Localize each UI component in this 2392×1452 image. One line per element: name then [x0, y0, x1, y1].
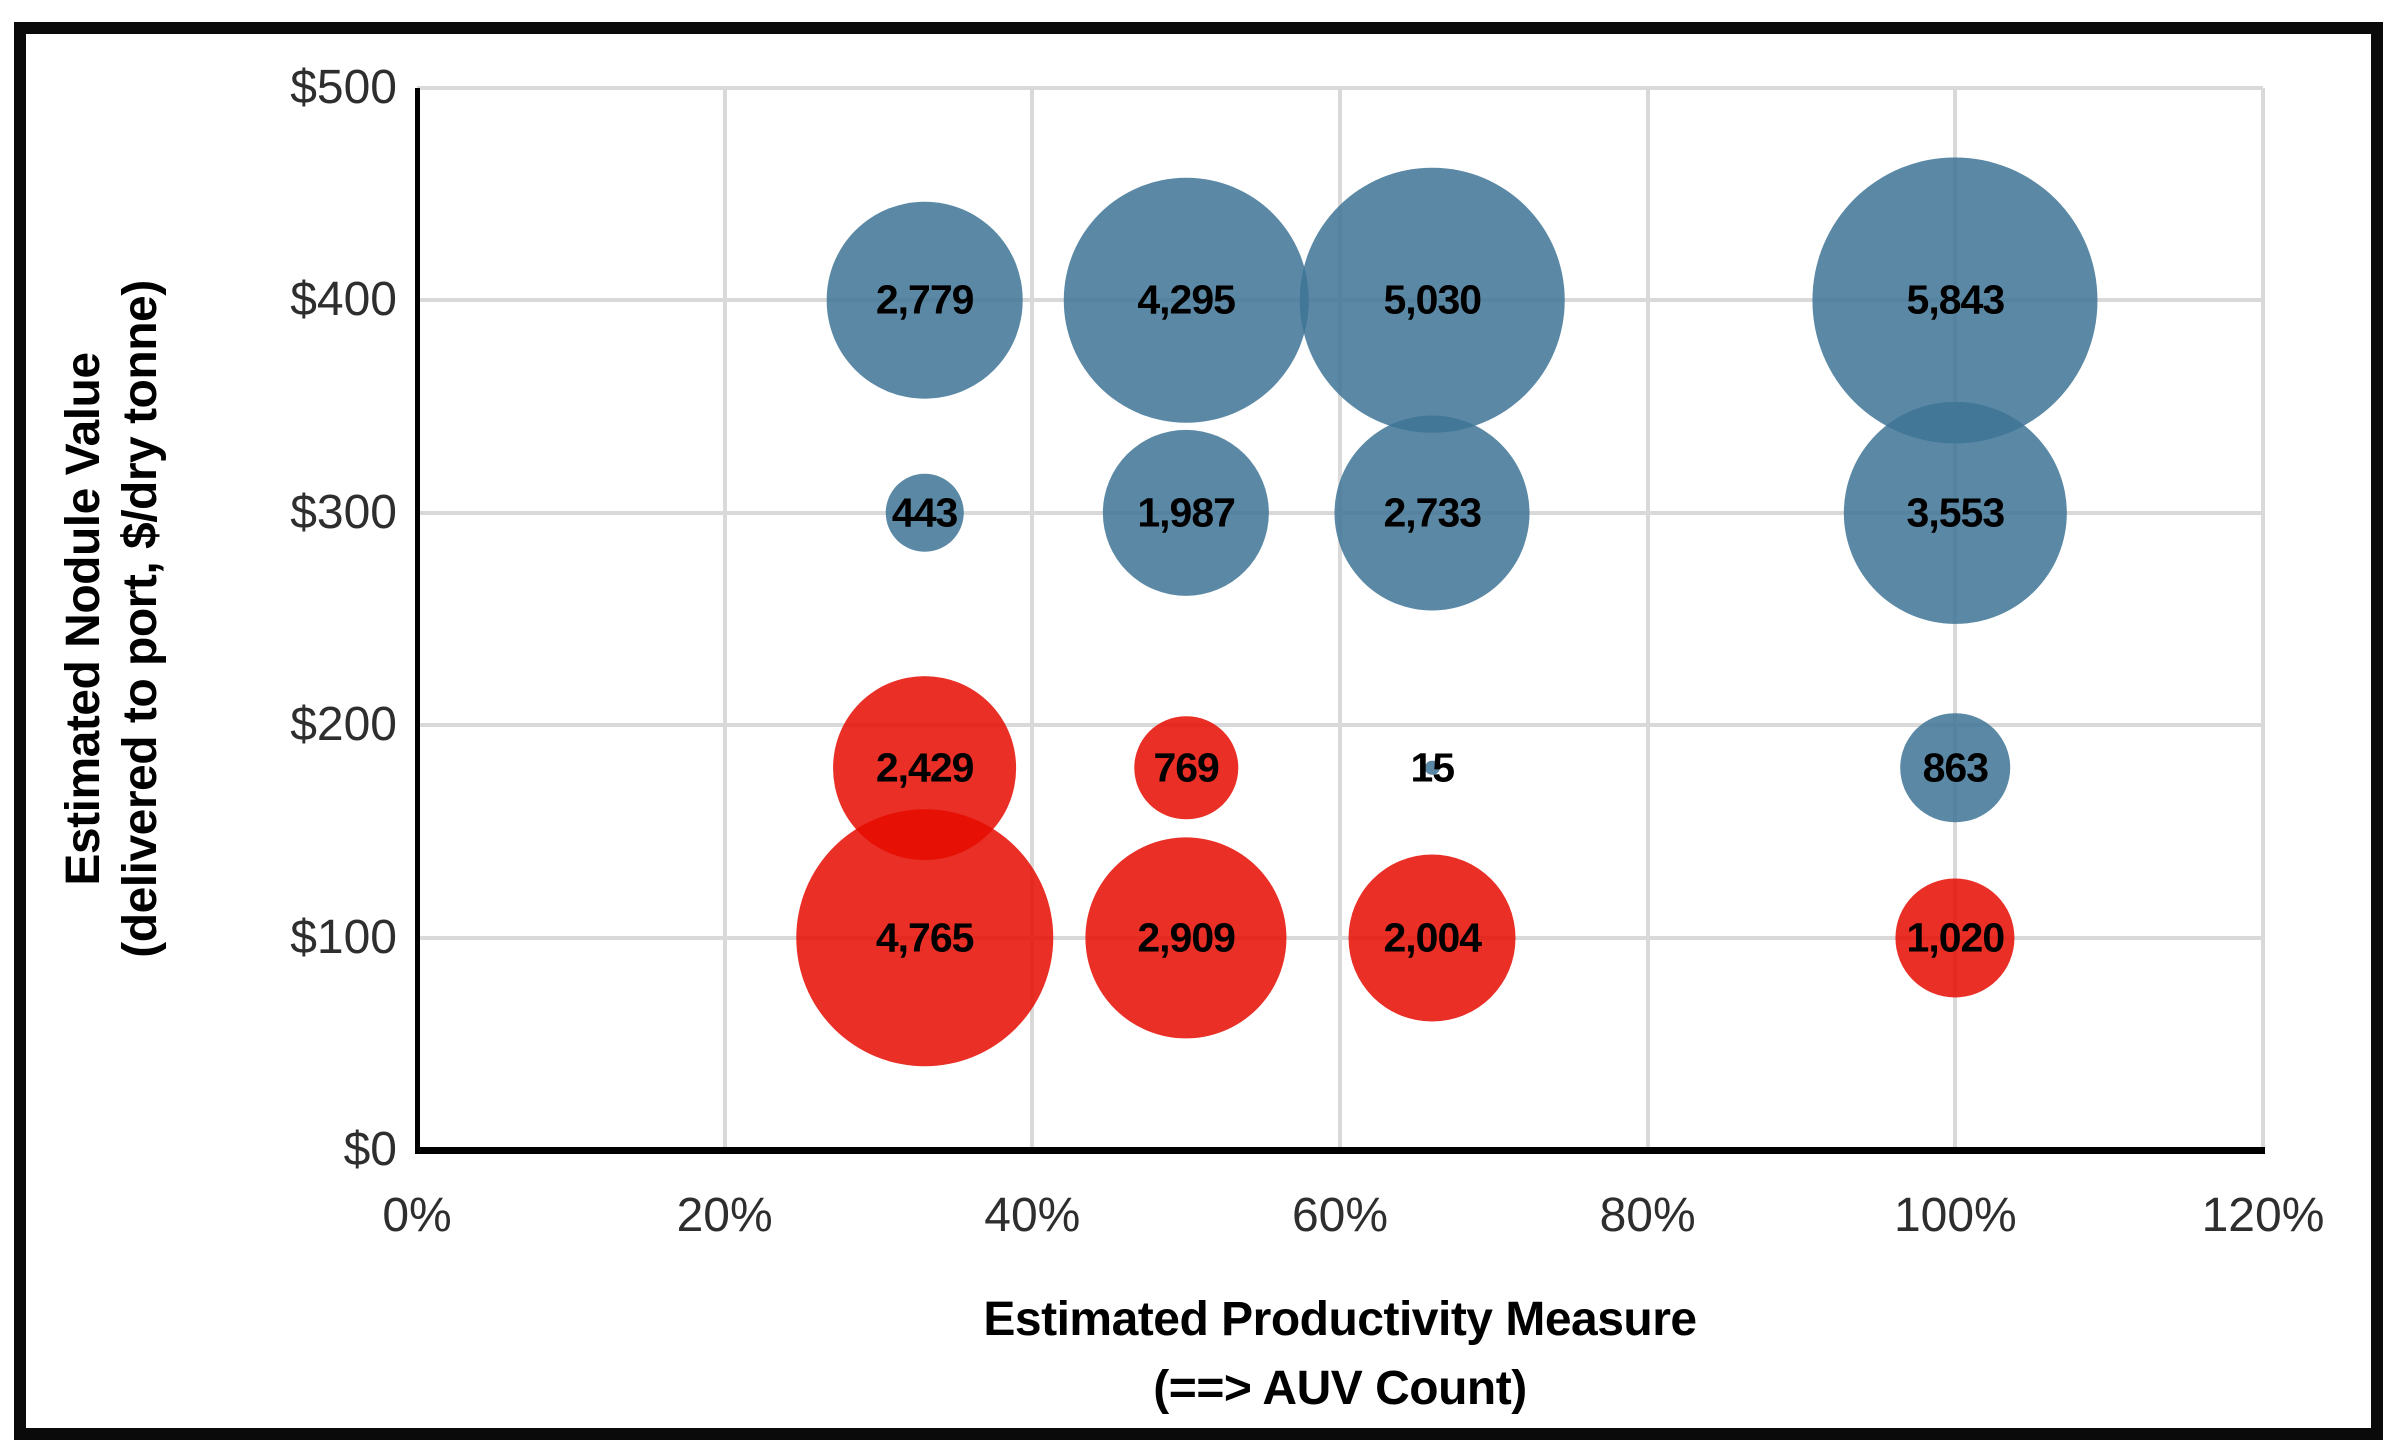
bubble [832, 675, 1017, 860]
bubble-label: 2,429 [875, 744, 975, 791]
bubble-label: 4,765 [875, 914, 975, 961]
y-tick-label: $0 [343, 1123, 397, 1176]
y-axis-line [415, 88, 420, 1154]
bubble [1812, 157, 2098, 443]
bubble-label: 3,553 [1906, 489, 2006, 536]
gridline-vertical [722, 88, 727, 1150]
gridline-vertical [1338, 88, 1342, 1150]
y-tick-label: $400 [290, 273, 397, 327]
bubble [1348, 854, 1516, 1022]
bubble [1134, 715, 1238, 820]
bubble-label: 1,020 [1906, 914, 2006, 961]
bubble-label: 2,004 [1383, 914, 1482, 961]
bubble-label: 863 [1922, 744, 1989, 791]
x-axis-title-line1: Estimated Productivity Measure [983, 1293, 1697, 1346]
gridline-vertical [1645, 88, 1650, 1150]
y-tick-label: $100 [290, 910, 397, 964]
bubble-label: 4,295 [1137, 276, 1236, 323]
bubble-label: 5,843 [1906, 276, 2006, 323]
x-tick-label: 40% [984, 1189, 1081, 1242]
x-tick-label: 0% [382, 1189, 452, 1242]
bubble-label: 443 [891, 489, 958, 536]
x-axis-title-line2: (==> AUV Count) [1153, 1362, 1527, 1415]
bubble [1334, 415, 1530, 611]
bubble-label: 2,779 [875, 276, 975, 323]
y-tick-label: $500 [290, 61, 397, 114]
bubble-label: 2,733 [1383, 489, 1482, 536]
bubble [1103, 429, 1270, 596]
bubble [1085, 837, 1287, 1039]
gridline-vertical [2261, 88, 2265, 1150]
y-tick-label: $300 [290, 485, 397, 539]
x-tick-label: 120% [2201, 1189, 2325, 1242]
x-tick-label: 100% [1893, 1189, 2017, 1242]
bubble [1300, 168, 1565, 433]
x-axis-line [415, 1147, 2265, 1154]
x-tick-label: 20% [676, 1189, 773, 1242]
x-axis-title: Estimated Productivity Measure (==> AUV … [417, 1285, 2263, 1423]
x-tick-label: 60% [1291, 1189, 1389, 1242]
bubble-label: 15 [1410, 744, 1455, 791]
bubble [1063, 178, 1309, 423]
bubble [1900, 712, 2011, 823]
bubble [826, 202, 1023, 399]
bubble-label: 769 [1153, 744, 1219, 791]
bubble [1895, 878, 2015, 998]
bubble [885, 473, 964, 553]
bubble-label: 2,909 [1137, 914, 1236, 961]
y-tick-label: $200 [290, 698, 397, 752]
bubble [1425, 760, 1440, 775]
gridline-vertical [1030, 88, 1035, 1150]
bubble-label: 5,030 [1383, 276, 1482, 323]
bubble [1844, 401, 2067, 624]
bubble-label: 1,987 [1137, 489, 1236, 536]
x-tick-label: 80% [1599, 1189, 1696, 1242]
